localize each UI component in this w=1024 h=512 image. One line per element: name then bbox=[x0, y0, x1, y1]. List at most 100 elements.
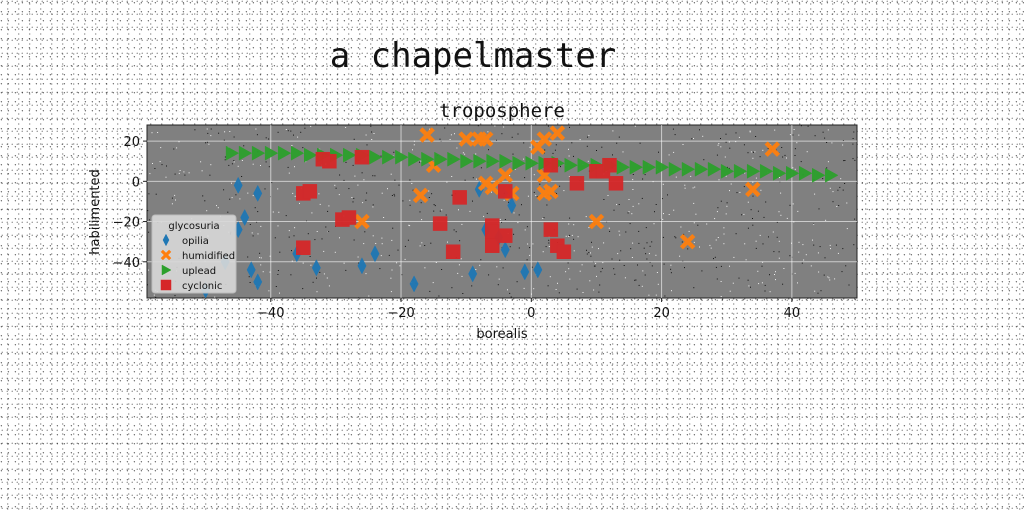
noise-speck bbox=[428, 197, 430, 198]
noise-speck bbox=[782, 283, 784, 285]
noise-speck bbox=[224, 131, 226, 133]
data-point bbox=[408, 151, 422, 167]
noise-speck bbox=[827, 161, 829, 163]
noise-speck bbox=[206, 141, 208, 143]
noise-speck bbox=[412, 189, 414, 191]
noise-speck bbox=[623, 265, 625, 266]
noise-speck bbox=[576, 288, 578, 290]
noise-speck bbox=[441, 209, 443, 211]
noise-speck bbox=[458, 209, 459, 211]
noise-speck bbox=[469, 210, 471, 212]
noise-speck bbox=[445, 214, 447, 216]
noise-speck bbox=[287, 130, 289, 132]
noise-speck bbox=[688, 230, 690, 232]
data-point bbox=[354, 213, 370, 230]
noise-speck bbox=[664, 295, 666, 297]
noise-speck bbox=[764, 284, 766, 286]
noise-speck bbox=[602, 262, 604, 264]
noise-speck bbox=[216, 205, 217, 207]
noise-speck bbox=[480, 259, 482, 261]
noise-speck bbox=[319, 271, 321, 273]
noise-speck bbox=[644, 274, 646, 276]
noise-speck bbox=[318, 193, 320, 195]
noise-speck bbox=[774, 129, 776, 131]
noise-speck bbox=[639, 142, 641, 144]
noise-speck bbox=[567, 262, 569, 264]
noise-speck bbox=[619, 259, 621, 261]
legend-marker-opilia bbox=[162, 233, 170, 247]
noise-speck bbox=[717, 237, 719, 238]
noise-speck bbox=[316, 291, 318, 293]
noise-speck bbox=[744, 243, 746, 245]
noise-speck bbox=[595, 262, 597, 264]
noise-speck bbox=[716, 154, 718, 156]
noise-speck bbox=[477, 125, 479, 127]
noise-speck bbox=[752, 218, 753, 219]
noise-speck bbox=[380, 255, 382, 257]
noise-speck bbox=[651, 265, 653, 267]
noise-speck bbox=[316, 277, 317, 279]
noise-speck bbox=[288, 236, 290, 238]
data-point bbox=[694, 161, 709, 177]
noise-speck bbox=[449, 139, 451, 140]
noise-speck bbox=[200, 161, 202, 163]
noise-speck bbox=[596, 275, 597, 277]
noise-speck bbox=[524, 229, 526, 231]
noise-speck bbox=[715, 239, 717, 241]
noise-speck bbox=[277, 274, 279, 275]
noise-speck bbox=[684, 267, 685, 269]
noise-speck bbox=[252, 195, 254, 197]
noise-speck bbox=[764, 290, 766, 292]
noise-speck bbox=[294, 227, 296, 229]
data-point bbox=[786, 165, 800, 181]
noise-speck bbox=[648, 253, 650, 255]
noise-speck bbox=[736, 192, 738, 194]
noise-speck bbox=[393, 193, 395, 195]
data-point bbox=[452, 190, 467, 205]
noise-speck bbox=[366, 144, 368, 146]
noise-speck bbox=[720, 200, 722, 202]
noise-speck bbox=[455, 231, 457, 233]
data-point bbox=[642, 159, 657, 175]
data-point bbox=[733, 163, 748, 179]
noise-speck bbox=[806, 151, 808, 153]
noise-speck bbox=[573, 250, 575, 252]
noise-speck bbox=[573, 155, 574, 157]
noise-speck bbox=[297, 136, 299, 138]
noise-speck bbox=[752, 195, 754, 197]
noise-speck bbox=[843, 160, 845, 162]
noise-speck bbox=[747, 279, 749, 281]
data-points bbox=[201, 125, 839, 299]
noise-speck bbox=[690, 175, 692, 177]
noise-speck bbox=[817, 292, 819, 294]
noise-speck bbox=[591, 246, 593, 248]
noise-speck bbox=[577, 236, 579, 238]
noise-speck bbox=[260, 165, 261, 166]
noise-speck bbox=[569, 217, 571, 219]
noise-speck bbox=[814, 135, 816, 137]
noise-speck bbox=[231, 197, 233, 199]
data-point bbox=[484, 224, 500, 239]
noise-speck bbox=[603, 242, 605, 244]
noise-speck bbox=[527, 195, 529, 197]
noise-speck bbox=[223, 139, 225, 141]
noise-speck bbox=[446, 181, 448, 183]
noise-speck bbox=[571, 234, 573, 236]
noise-speck bbox=[667, 194, 668, 196]
noise-speck bbox=[409, 199, 411, 201]
noise-speck bbox=[272, 211, 274, 213]
noise-speck bbox=[729, 290, 731, 292]
noise-speck bbox=[672, 128, 674, 130]
noise-speck bbox=[710, 247, 712, 249]
noise-speck bbox=[693, 287, 695, 289]
noise-speck bbox=[761, 282, 763, 284]
noise-speck bbox=[365, 199, 367, 201]
noise-speck bbox=[632, 174, 634, 175]
noise-speck bbox=[593, 289, 595, 291]
noise-speck bbox=[517, 222, 519, 224]
noise-speck bbox=[521, 204, 522, 206]
noise-speck bbox=[173, 148, 175, 150]
noise-speck bbox=[526, 226, 528, 228]
noise-speck bbox=[532, 243, 534, 245]
noise-speck bbox=[772, 231, 774, 233]
